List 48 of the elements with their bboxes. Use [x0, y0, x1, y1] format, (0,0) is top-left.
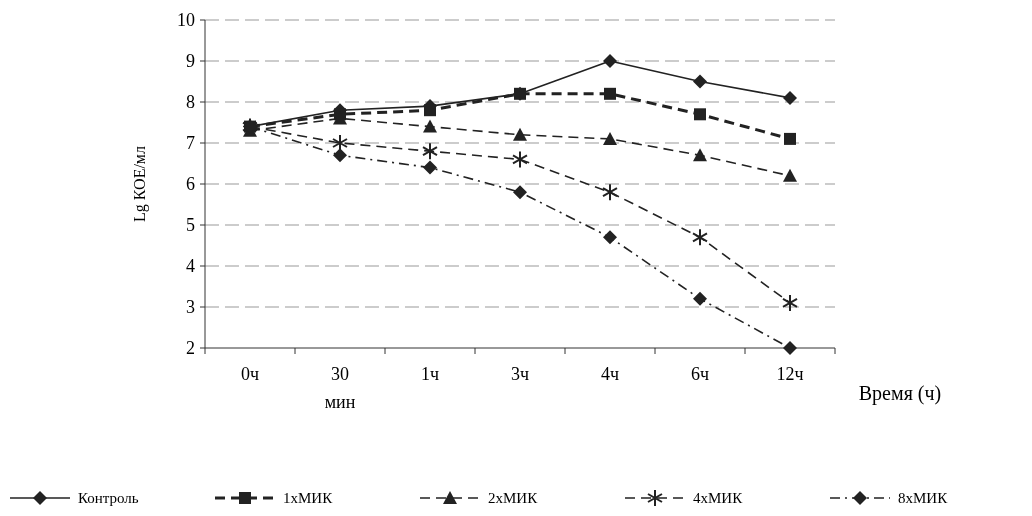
point — [783, 341, 797, 355]
point — [693, 148, 707, 162]
y-tick-label: 3 — [186, 297, 195, 317]
point — [514, 87, 526, 100]
y-tick-label: 2 — [186, 338, 195, 358]
point — [602, 183, 618, 202]
point — [333, 148, 347, 163]
point — [782, 293, 798, 312]
point — [693, 74, 707, 89]
x-tick-label: 0ч — [240, 364, 260, 384]
point — [694, 108, 706, 121]
point — [603, 230, 617, 245]
x-tick-label: 30 мин — [324, 364, 356, 412]
x-axis-title: Время (ч) — [858, 382, 942, 405]
point — [693, 291, 707, 306]
y-tick-label: 4 — [186, 256, 195, 276]
y-tick-label: 8 — [186, 92, 195, 112]
point — [423, 119, 437, 133]
x-tick-label: 3ч — [510, 364, 530, 384]
legend-label: 1xМИК — [283, 490, 334, 506]
point — [423, 160, 437, 175]
y-tick-label: 6 — [186, 174, 195, 194]
point — [422, 142, 438, 161]
x-tick-label: 6ч — [690, 364, 710, 384]
point — [604, 87, 616, 100]
legend-label: 2xМИК — [488, 490, 539, 506]
legend-label: 4xМИК — [693, 490, 744, 506]
point — [513, 185, 527, 200]
point — [512, 150, 528, 169]
point — [332, 134, 348, 152]
point — [603, 131, 617, 145]
point — [783, 90, 797, 105]
point — [783, 168, 797, 182]
point — [784, 132, 796, 145]
point — [513, 127, 527, 141]
y-tick-label: 9 — [186, 51, 195, 71]
y-tick-label: 10 — [177, 10, 195, 30]
x-tick-label: 12ч — [776, 364, 804, 384]
point — [424, 104, 436, 117]
x-tick-label: 1ч — [420, 364, 440, 384]
point — [603, 54, 617, 68]
legend-label: 8xМИК — [898, 490, 949, 506]
point — [692, 228, 708, 247]
y-tick-label: 7 — [186, 133, 195, 153]
y-axis-title: Lg КОЕ/мл — [131, 146, 149, 222]
x-tick-label: 4ч — [600, 364, 620, 384]
legend-label: Контроль — [78, 490, 139, 506]
y-tick-label: 5 — [186, 215, 195, 235]
